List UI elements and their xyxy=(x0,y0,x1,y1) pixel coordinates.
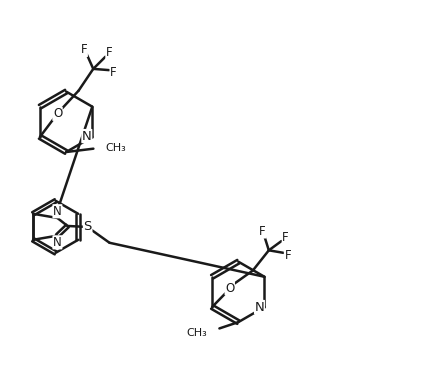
Text: N: N xyxy=(53,236,62,249)
Text: CH₃: CH₃ xyxy=(186,328,207,338)
Text: F: F xyxy=(106,46,113,59)
Text: N: N xyxy=(82,130,92,143)
Text: O: O xyxy=(225,282,234,294)
Text: O: O xyxy=(53,107,62,120)
Text: F: F xyxy=(282,231,289,244)
Text: F: F xyxy=(259,225,266,238)
Text: F: F xyxy=(110,66,117,79)
Text: CH₃: CH₃ xyxy=(105,143,126,153)
Text: F: F xyxy=(81,43,87,56)
Text: S: S xyxy=(84,220,92,233)
Text: N: N xyxy=(254,301,264,313)
Text: N: N xyxy=(53,205,62,218)
Text: F: F xyxy=(284,249,291,262)
